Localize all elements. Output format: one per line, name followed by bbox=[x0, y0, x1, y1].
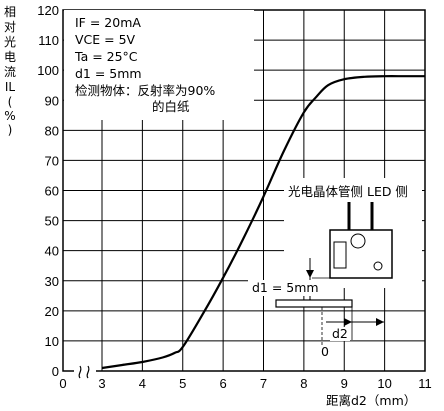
led-circle-large bbox=[350, 233, 366, 249]
y-tick-label: 60 bbox=[45, 184, 59, 199]
y-tick-label: 80 bbox=[45, 123, 59, 138]
condition-object: 检测物体：反射率为90% bbox=[75, 83, 215, 98]
x-tick-label: 3 bbox=[98, 376, 105, 391]
conditions-box: IF = 20mA VCE = 5V Ta = 25°C d1 = 5mm 检测… bbox=[64, 10, 254, 120]
x-tick-label: 10 bbox=[377, 376, 391, 391]
y-label-char-3: 光 bbox=[4, 35, 16, 49]
phototransistor-window bbox=[333, 241, 347, 269]
tick-labels: 0 10 20 30 40 50 60 70 80 90 100 110 120 0 3 4 5 6 7 8 9 10 11 bbox=[37, 3, 431, 391]
y-tick-label: 50 bbox=[45, 214, 59, 229]
x-tick-label: 0 bbox=[59, 376, 66, 391]
condition-if: IF = 20mA bbox=[75, 15, 141, 30]
inset-diagram: 光电晶体管侧 LED 侧 d1 = 5mm d2 0 bbox=[248, 178, 422, 359]
y-label-char-7: ( bbox=[8, 95, 13, 109]
x-axis-label: 距离d2（mm） bbox=[326, 393, 416, 408]
condition-d1: d1 = 5mm bbox=[75, 66, 142, 81]
y-tick-label: 20 bbox=[45, 304, 59, 319]
condition-object-2: 的白纸 bbox=[152, 99, 190, 114]
condition-vce: VCE = 5V bbox=[75, 32, 136, 47]
y-label-char-6: IL bbox=[5, 80, 16, 94]
y-tick-label: 10 bbox=[45, 334, 59, 349]
curve-layer bbox=[101, 75, 426, 370]
y-tick-label: 90 bbox=[45, 93, 59, 108]
inset-zero-label: 0 bbox=[321, 344, 329, 359]
y-label-char-1: 相 bbox=[4, 5, 16, 19]
inset-d1-label: d1 = 5mm bbox=[252, 280, 319, 295]
y-tick-label: 30 bbox=[45, 274, 59, 289]
x-tick-label: 9 bbox=[341, 376, 348, 391]
y-tick-label: 0 bbox=[52, 364, 59, 379]
x-tick-label: 11 bbox=[418, 376, 432, 391]
y-label-char-5: 流 bbox=[4, 65, 16, 79]
x-tick-label: 8 bbox=[300, 376, 307, 391]
x-tick-label: 7 bbox=[260, 376, 267, 391]
x-tick-label: 6 bbox=[220, 376, 227, 391]
led-circle-small bbox=[373, 261, 383, 271]
condition-ta: Ta = 25°C bbox=[74, 49, 138, 64]
y-tick-label: 70 bbox=[45, 153, 59, 168]
series-line-relative-current bbox=[101, 75, 425, 370]
x-tick-label: 4 bbox=[139, 376, 146, 391]
inset-title: 光电晶体管侧 LED 侧 bbox=[288, 184, 408, 199]
y-tick-label: 100 bbox=[37, 63, 59, 78]
y-label-char-4: 电 bbox=[4, 50, 16, 64]
y-axis-label: 相 对 光 电 流 IL ( % ) bbox=[4, 5, 16, 137]
axis-break-mark bbox=[74, 365, 96, 379]
y-tick-label: 40 bbox=[45, 244, 59, 259]
y-label-char-2: 对 bbox=[4, 20, 16, 34]
y-label-char-8: % bbox=[4, 109, 15, 123]
inset-d2-label: d2 bbox=[332, 326, 348, 341]
reflector-plate bbox=[275, 299, 353, 308]
x-tick-label: 5 bbox=[179, 376, 186, 391]
y-tick-label: 120 bbox=[37, 3, 59, 18]
y-label-char-9: ) bbox=[8, 123, 13, 137]
y-tick-label: 110 bbox=[38, 33, 59, 48]
